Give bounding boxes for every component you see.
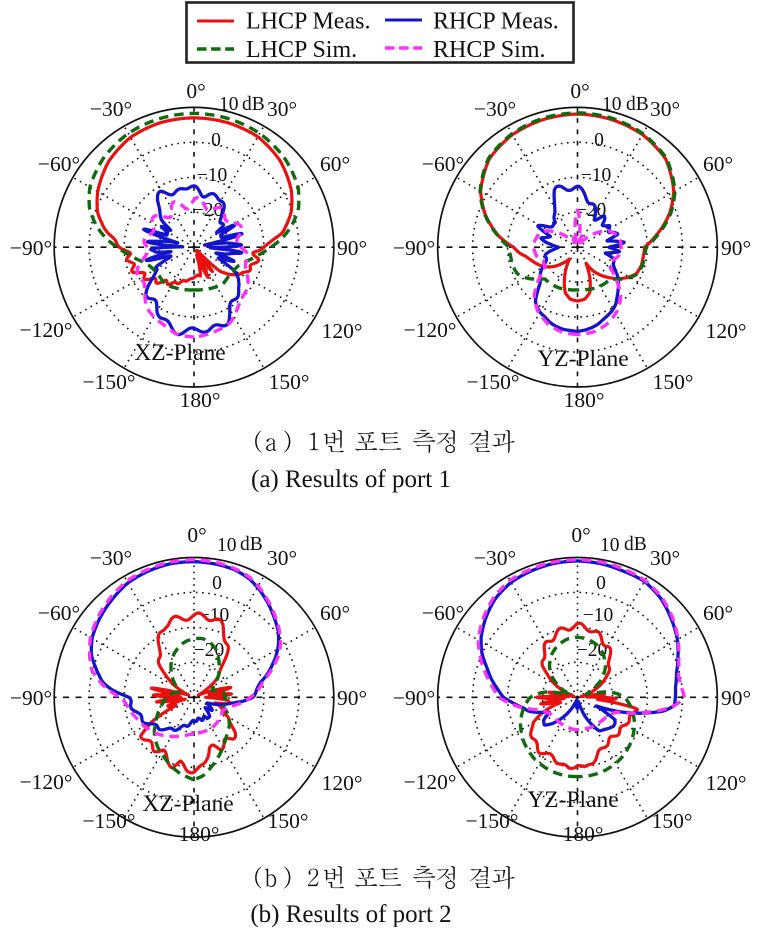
svg-text:150°: 150°: [652, 809, 693, 833]
svg-text:180°: 180°: [179, 822, 220, 846]
svg-text:30°: 30°: [267, 546, 297, 570]
svg-text:XZ-Plane: XZ-Plane: [142, 791, 233, 817]
svg-text:90°: 90°: [721, 686, 751, 710]
svg-text:60°: 60°: [320, 601, 350, 625]
svg-text:90°: 90°: [721, 236, 751, 260]
svg-text:120°: 120°: [706, 771, 747, 795]
svg-text:180°: 180°: [564, 388, 605, 412]
svg-text:30°: 30°: [267, 97, 297, 121]
svg-text:10: 10: [217, 535, 237, 556]
svg-text:0: 0: [211, 130, 221, 151]
svg-text:RHCP Meas.: RHCP Meas.: [433, 9, 559, 35]
svg-text:YZ-Plane: YZ-Plane: [527, 787, 618, 813]
svg-text:−20: −20: [577, 640, 608, 661]
svg-text:150°: 150°: [653, 370, 694, 394]
svg-text:60°: 60°: [320, 152, 350, 176]
svg-text:dB: dB: [240, 534, 263, 555]
svg-text:90°: 90°: [337, 236, 367, 260]
svg-text:−30°: −30°: [90, 97, 132, 121]
svg-text:−90°: −90°: [393, 686, 435, 710]
svg-text:−30°: −30°: [474, 546, 516, 570]
svg-text:−10: −10: [581, 165, 612, 186]
svg-text:−60°: −60°: [422, 601, 464, 625]
svg-text:LHCP Sim.: LHCP Sim.: [246, 37, 357, 63]
svg-text:90°: 90°: [337, 686, 367, 710]
svg-text:0: 0: [596, 573, 606, 594]
svg-text:XZ-Plane: XZ-Plane: [134, 340, 225, 366]
svg-text:60°: 60°: [703, 601, 733, 625]
svg-text:0°: 0°: [571, 523, 590, 547]
svg-text:−30°: −30°: [474, 97, 516, 121]
svg-text:0°: 0°: [186, 79, 205, 103]
svg-text:dB: dB: [626, 94, 649, 115]
svg-text:−90°: −90°: [10, 236, 52, 260]
svg-text:−120°: −120°: [404, 770, 457, 794]
svg-text:−90°: −90°: [393, 236, 435, 260]
svg-text:−90°: −90°: [10, 686, 52, 710]
svg-text:120°: 120°: [322, 771, 363, 795]
svg-text:(b) Results of port 2: (b) Results of port 2: [250, 901, 451, 927]
svg-text:LHCP Meas.: LHCP Meas.: [246, 9, 370, 35]
svg-text:10: 10: [602, 94, 622, 115]
svg-text:−150°: −150°: [83, 809, 136, 833]
svg-text:−150°: −150°: [83, 370, 136, 394]
svg-text:120°: 120°: [322, 319, 363, 343]
svg-text:−60°: −60°: [422, 152, 464, 176]
svg-text:−20: −20: [576, 200, 607, 221]
svg-text:150°: 150°: [268, 809, 309, 833]
svg-text:0°: 0°: [187, 523, 206, 547]
svg-text:RHCP Sim.: RHCP Sim.: [433, 37, 546, 63]
svg-text:150°: 150°: [269, 370, 310, 394]
svg-text:dB: dB: [624, 534, 647, 555]
svg-text:0: 0: [212, 573, 222, 594]
svg-text:−10: −10: [197, 165, 228, 186]
svg-text:180°: 180°: [563, 822, 604, 846]
svg-text:−120°: −120°: [404, 318, 457, 342]
svg-text:−20: −20: [194, 640, 225, 661]
svg-text:180°: 180°: [180, 388, 221, 412]
svg-text:YZ-Plane: YZ-Plane: [537, 346, 628, 372]
svg-text:30°: 30°: [650, 546, 680, 570]
svg-text:−150°: −150°: [467, 370, 520, 394]
svg-text:10: 10: [600, 535, 620, 556]
svg-text:120°: 120°: [706, 319, 747, 343]
svg-text:−60°: −60°: [38, 152, 80, 176]
svg-text:−20: −20: [193, 200, 224, 221]
svg-text:10: 10: [219, 94, 239, 115]
svg-text:0: 0: [594, 130, 604, 151]
svg-text:−10: −10: [583, 605, 614, 626]
svg-text:60°: 60°: [703, 152, 733, 176]
svg-text:0°: 0°: [570, 79, 589, 103]
svg-text:dB: dB: [242, 94, 265, 115]
svg-text:(a) Results of port 1: (a) Results of port 1: [251, 466, 451, 493]
svg-text:−150°: −150°: [466, 809, 519, 833]
svg-text:−120°: −120°: [20, 318, 73, 342]
svg-text:−30°: −30°: [90, 546, 132, 570]
svg-text:30°: 30°: [650, 97, 680, 121]
svg-text:−60°: −60°: [38, 601, 80, 625]
svg-text:−120°: −120°: [20, 770, 73, 794]
